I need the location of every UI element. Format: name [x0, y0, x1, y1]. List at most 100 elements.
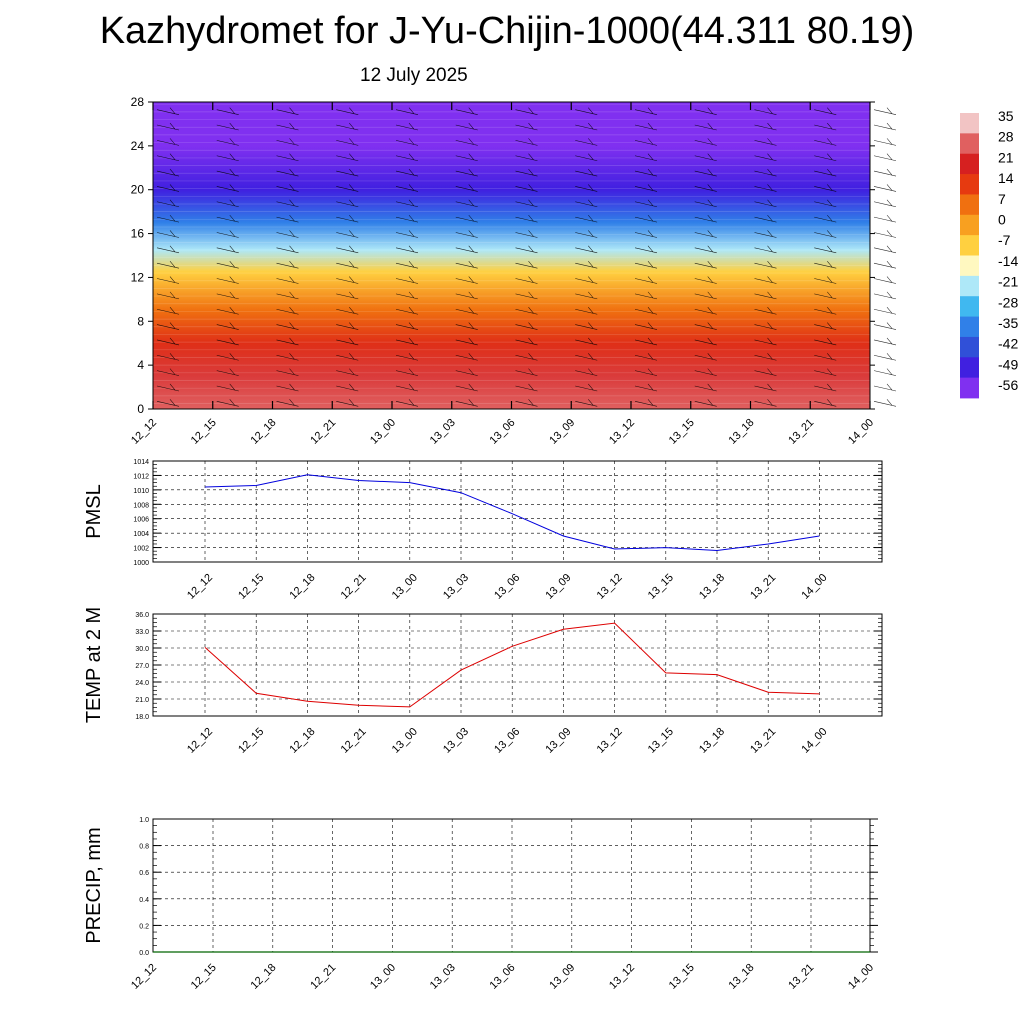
wind-barb: [754, 122, 777, 131]
colorbar-swatch: [960, 113, 979, 134]
x-tick-label: 12_12: [185, 726, 215, 756]
wind-barb: [575, 368, 598, 376]
wind-barb: [694, 399, 717, 407]
wind-barb: [754, 383, 777, 392]
wind-barb: [515, 368, 538, 376]
wind-barb: [694, 307, 717, 315]
x-tick-label: 14_00: [799, 726, 829, 756]
x-tick-label: 13_06: [488, 417, 518, 447]
x-tick-label: 12_21: [339, 572, 369, 602]
wind-barb: [634, 230, 658, 238]
y-tick-label: 18.0: [135, 714, 149, 721]
y-tick-label: 1012: [133, 473, 149, 480]
wind-barb: [336, 337, 359, 346]
x-tick-label: 13_06: [492, 572, 522, 602]
wind-barb: [336, 168, 359, 177]
colorbar-swatch: [960, 336, 979, 358]
wind-barb: [515, 122, 538, 131]
wind-barb: [336, 138, 359, 146]
wind-barb: [216, 322, 239, 330]
wind-barb: [814, 184, 837, 192]
wind-barb: [156, 230, 180, 238]
colorbar-swatch: [960, 275, 979, 297]
y-tick-label: 4: [137, 358, 144, 372]
wind-barb: [276, 322, 299, 330]
y-tick-label: 0.4: [139, 897, 149, 904]
colorbar-swatch: [960, 357, 979, 379]
panel-pmsl: 1000 1002 1004 1006 1008 1010 1012 1014 12_12 12_…: [83, 459, 883, 602]
wind-barb: [216, 337, 239, 346]
wind-barb: [216, 153, 239, 161]
wind-barb: [336, 276, 359, 284]
x-tick-label: 13_06: [492, 726, 522, 756]
wind-barb: [395, 291, 419, 300]
wind-barb: [455, 245, 478, 254]
x-tick-label: 14_00: [846, 417, 876, 447]
wind-barb: [216, 276, 239, 284]
wind-barb: [873, 383, 897, 392]
wind-barb: [336, 399, 359, 407]
wind-barb: [515, 214, 538, 223]
wind-barb: [455, 260, 478, 269]
wind-barb: [395, 307, 419, 315]
wind-barb: [873, 230, 897, 238]
wind-barb: [515, 307, 538, 315]
colorbar-label: 7: [998, 191, 1006, 207]
x-tick-label: 12_21: [308, 962, 338, 992]
wind-barb: [455, 322, 478, 330]
x-tick-label: 12_21: [308, 417, 338, 447]
wind-barb: [216, 291, 239, 300]
wind-barb: [575, 245, 598, 254]
wind-barb: [694, 153, 717, 161]
wind-barb: [634, 214, 658, 223]
wind-barb: [754, 214, 777, 223]
wind-barb: [276, 107, 299, 115]
x-tick-label: 12_15: [189, 417, 219, 447]
colorbar-label: -56: [998, 377, 1018, 393]
colorbar-swatch: [960, 214, 979, 236]
wind-barb: [336, 245, 359, 254]
wind-barb: [216, 353, 239, 361]
x-tick-label: 12_12: [185, 572, 215, 602]
x-tick-label: 13_21: [786, 417, 816, 447]
wind-barb: [694, 291, 717, 300]
wind-barb: [814, 276, 837, 284]
wind-barb: [873, 322, 897, 330]
wind-barb: [515, 168, 538, 177]
wind-barb: [873, 107, 897, 115]
panel-frame: [152, 460, 883, 563]
wind-barb: [276, 184, 299, 192]
wind-barb: [156, 260, 180, 269]
colorbar-label: -35: [998, 315, 1018, 331]
colorbar-swatch: [960, 174, 979, 195]
wind-barb: [216, 184, 239, 192]
wind-barb: [216, 199, 239, 208]
wind-barb: [395, 337, 419, 346]
wind-barb: [455, 230, 478, 238]
wind-barb: [814, 368, 837, 376]
x-tick-label: 13_18: [727, 417, 757, 447]
wind-barb: [873, 291, 897, 300]
colorbar-label: -21: [998, 274, 1018, 290]
wind-barb: [216, 168, 239, 177]
wind-barb: [276, 383, 299, 392]
wind-barb: [276, 230, 299, 238]
wind-barb: [156, 368, 180, 376]
x-tick-label: 12_15: [236, 726, 266, 756]
wind-barb: [395, 153, 419, 161]
wind-barb: [455, 399, 478, 407]
y-tick-label: 28: [131, 95, 145, 109]
wind-barb: [814, 214, 837, 223]
wind-barb: [276, 214, 299, 223]
y-tick-label: 1008: [133, 502, 149, 509]
x-tick-label: 12_18: [249, 417, 279, 447]
wind-barb: [694, 368, 717, 376]
wind-barb: [754, 307, 777, 315]
wind-barb: [276, 168, 299, 177]
wind-barb: [754, 368, 777, 376]
wind-barb: [575, 307, 598, 315]
x-tick-label: 13_12: [595, 572, 625, 602]
x-tick-label: 13_03: [441, 572, 471, 602]
wind-barb: [754, 184, 777, 192]
colorbar-swatch: [960, 316, 979, 338]
